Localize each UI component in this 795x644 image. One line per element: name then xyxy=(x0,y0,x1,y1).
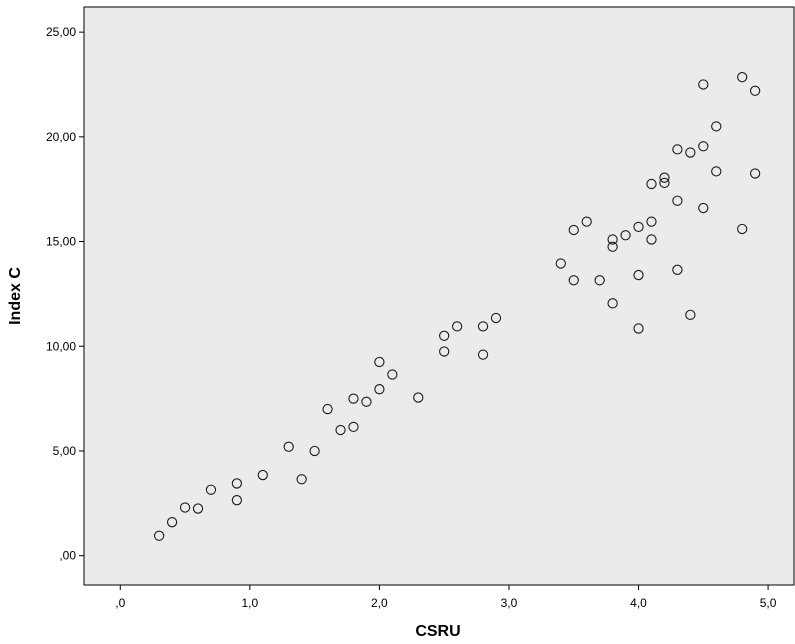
data-point xyxy=(413,392,424,403)
data-point xyxy=(296,474,307,485)
data-point xyxy=(607,298,618,309)
x-axis: ,0 1,0 2,0 3,0 4,0 5,0 xyxy=(115,585,777,610)
y-tick-label: 15,00 xyxy=(46,235,76,249)
data-point xyxy=(711,166,722,177)
data-point xyxy=(439,346,450,357)
data-point xyxy=(348,421,359,433)
data-point xyxy=(672,264,683,275)
data-point xyxy=(633,269,644,281)
data-point xyxy=(594,275,605,286)
data-point xyxy=(374,384,385,395)
data-point xyxy=(387,369,398,380)
data-point xyxy=(166,517,178,528)
x-tick-label: 3,0 xyxy=(501,596,518,610)
data-point xyxy=(257,469,268,481)
data-point xyxy=(607,241,618,252)
data-point xyxy=(633,323,644,334)
data-point xyxy=(672,144,683,155)
data-point xyxy=(749,168,761,179)
data-point xyxy=(153,530,165,541)
x-tick-label: ,0 xyxy=(115,596,125,610)
data-point xyxy=(659,172,670,183)
data-point xyxy=(451,321,463,332)
data-point xyxy=(335,424,346,436)
data-point xyxy=(309,445,320,457)
y-tick-label: ,00 xyxy=(59,549,76,563)
data-point xyxy=(477,321,489,332)
x-tick-label: 4,0 xyxy=(630,596,647,610)
data-point xyxy=(685,147,696,158)
y-axis-title: Index C xyxy=(7,267,24,325)
data-point xyxy=(374,356,385,368)
data-point xyxy=(283,441,294,452)
data-point xyxy=(568,224,579,236)
y-tick-label: 5,00 xyxy=(53,444,77,458)
data-point xyxy=(555,258,566,269)
data-point xyxy=(322,403,333,415)
y-tick-label: 10,00 xyxy=(46,339,76,353)
data-point xyxy=(607,234,618,245)
data-point xyxy=(361,396,372,407)
y-tick-label: 25,00 xyxy=(46,25,76,39)
data-point xyxy=(749,85,761,96)
y-axis: ,00 5,00 10,00 15,00 20,00 25,00 xyxy=(46,25,84,563)
data-point xyxy=(568,275,579,286)
data-point xyxy=(737,72,748,83)
data-point xyxy=(698,79,709,90)
data-point xyxy=(737,223,748,235)
data-point xyxy=(231,478,243,489)
data-point xyxy=(348,393,359,404)
x-axis-title: CSRU xyxy=(415,623,460,640)
plot-area xyxy=(83,6,795,586)
data-point xyxy=(672,195,683,206)
data-point xyxy=(646,216,657,227)
data-point xyxy=(179,502,191,513)
data-point xyxy=(490,312,502,324)
data-point xyxy=(581,216,592,227)
data-point xyxy=(659,177,670,189)
x-tick-label: 1,0 xyxy=(241,596,258,610)
data-point xyxy=(685,309,696,320)
data-point xyxy=(205,484,217,495)
data-point xyxy=(620,230,631,241)
x-tick-label: 2,0 xyxy=(371,596,388,610)
data-point xyxy=(698,202,709,214)
data-point xyxy=(477,349,489,360)
data-point xyxy=(698,141,709,152)
data-points xyxy=(153,72,761,541)
data-point xyxy=(192,503,204,514)
data-point xyxy=(231,495,243,506)
x-tick-label: 5,0 xyxy=(760,596,777,610)
data-point xyxy=(633,221,644,233)
data-point xyxy=(646,178,657,190)
y-tick-label: 20,00 xyxy=(46,130,76,144)
data-point xyxy=(646,234,657,245)
data-point xyxy=(439,330,450,341)
data-point xyxy=(711,121,722,132)
